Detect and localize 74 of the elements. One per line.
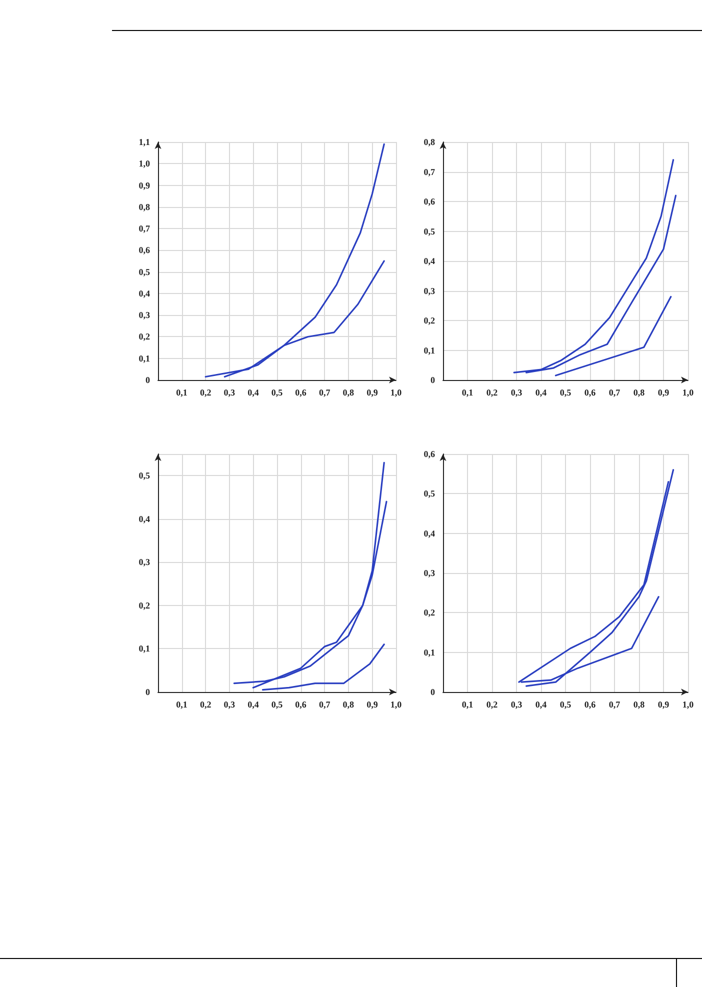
x-tick-label: 0,8: [633, 388, 646, 398]
y-tick-label: 0,4: [138, 288, 150, 298]
y-tick-label: 0,4: [138, 514, 150, 524]
x-tick-label: 0,7: [608, 388, 621, 398]
x-tick-label: 0,1: [176, 700, 188, 710]
x-tick-label: 1,0: [390, 388, 402, 398]
y-tick-label: 0,4: [424, 256, 436, 266]
x-tick-label: 0,7: [608, 700, 621, 710]
y-tick-label: 0: [146, 375, 150, 385]
x-tick-label: 0,3: [224, 388, 236, 398]
x-tick-label: 0,5: [560, 388, 572, 398]
y-tick-label: 0,7: [138, 224, 150, 234]
x-tick-label: 0,6: [295, 700, 307, 710]
x-tick-label: 0,3: [510, 388, 523, 398]
x-tick-label: 1,0: [682, 388, 694, 398]
x-tick-label: 0,2: [200, 388, 212, 398]
x-tick-label: 0,8: [633, 700, 646, 710]
y-tick-label: 0,8: [424, 137, 436, 147]
x-tick-label: 0,9: [658, 388, 670, 398]
y-tick-label: 0: [430, 375, 436, 385]
y-tick-label: 0,3: [138, 557, 150, 568]
y-tick-label: 0,4: [424, 528, 436, 538]
y-tick-label: 1,0: [138, 158, 150, 169]
x-tick-label: 1,0: [682, 700, 694, 710]
x-tick-label: 0,2: [200, 700, 212, 710]
y-tick-label: 0,5: [424, 488, 436, 499]
x-tick-label: 0,5: [560, 700, 572, 710]
y-tick-label: 0,3: [138, 310, 150, 320]
y-tick-label: 0,1: [424, 345, 436, 356]
y-tick-label: 0,3: [424, 286, 436, 296]
x-tick-label: 0,8: [342, 700, 355, 710]
y-tick-label: 0,2: [138, 332, 150, 342]
y-tick-label: 0,1: [138, 644, 150, 654]
x-tick-label: 0,3: [510, 700, 523, 710]
y-tick-label: 0: [146, 687, 150, 697]
y-tick-label: 0,2: [138, 600, 150, 610]
y-tick-label: 0,9: [138, 180, 150, 190]
y-tick-label: 0,1: [424, 647, 436, 658]
y-tick-label: 0,7: [424, 166, 436, 177]
x-tick-label: 0,1: [462, 700, 474, 710]
y-tick-label: 1,1: [138, 137, 150, 147]
y-tick-label: 0,2: [424, 316, 436, 326]
x-tick-label: 1,0: [390, 700, 402, 710]
x-tick-label: 0,6: [295, 388, 307, 398]
y-tick-label: 0,1: [138, 353, 150, 364]
x-tick-label: 0,4: [535, 700, 548, 710]
y-tick-label: 0: [430, 687, 436, 697]
y-tick-label: 0,2: [424, 608, 436, 618]
y-tick-label: 0,5: [138, 266, 150, 277]
y-tick-label: 0,3: [424, 568, 436, 578]
x-tick-label: 0,7: [318, 388, 331, 398]
x-tick-label: 0,6: [584, 388, 596, 398]
x-tick-label: 0,9: [366, 700, 378, 710]
x-tick-label: 0,4: [535, 388, 548, 398]
x-tick-label: 0,3: [224, 700, 236, 710]
y-tick-label: 0,5: [138, 470, 150, 481]
x-tick-label: 0,8: [342, 388, 355, 398]
x-tick-label: 0,1: [176, 388, 188, 398]
x-tick-label: 0,2: [486, 388, 498, 398]
x-tick-label: 0,9: [366, 388, 378, 398]
x-tick-label: 0,1: [462, 388, 474, 398]
x-tick-label: 0,7: [318, 700, 331, 710]
x-tick-label: 0,6: [584, 700, 596, 710]
x-tick-label: 0,9: [658, 700, 670, 710]
x-tick-label: 0,4: [248, 700, 260, 710]
y-tick-label: 0,6: [424, 449, 436, 459]
y-tick-label: 0,6: [138, 245, 150, 256]
y-tick-label: 0,5: [424, 226, 436, 236]
x-tick-label: 0,2: [486, 700, 498, 710]
y-tick-label: 0,8: [138, 202, 150, 212]
x-tick-label: 0,5: [271, 388, 284, 398]
x-tick-label: 0,5: [271, 700, 284, 710]
y-tick-label: 0,6: [424, 196, 436, 206]
x-tick-label: 0,4: [248, 388, 260, 398]
